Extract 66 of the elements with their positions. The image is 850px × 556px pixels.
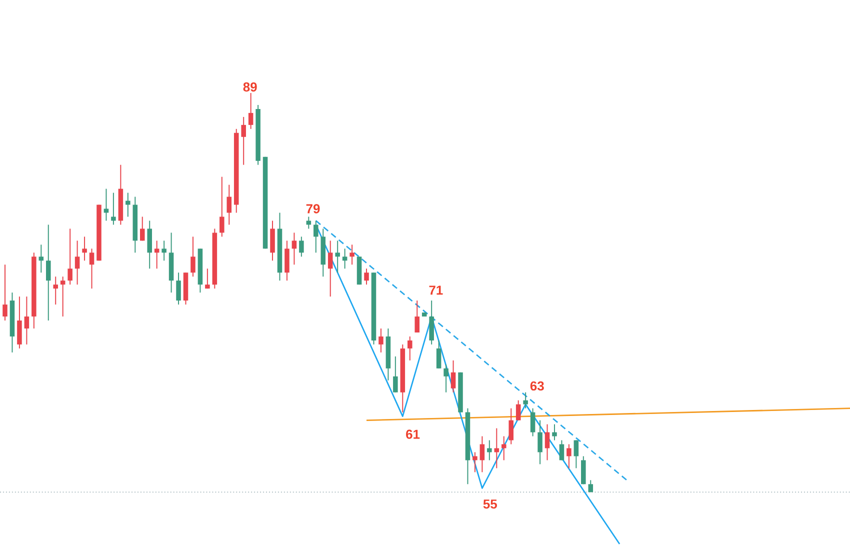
annotation: 71 xyxy=(429,286,443,295)
candlestick xyxy=(147,220,152,270)
candlestick xyxy=(241,116,246,166)
candlestick xyxy=(104,188,109,222)
candlestick xyxy=(552,424,557,441)
candlestick xyxy=(2,264,8,322)
candlestick xyxy=(314,220,318,254)
candlestick xyxy=(270,220,275,262)
candlestick xyxy=(574,440,579,469)
annotation: 79 xyxy=(306,204,320,214)
annotation: 61 xyxy=(406,430,420,439)
candlestick xyxy=(444,364,448,393)
candlestick xyxy=(566,444,572,469)
candlestick xyxy=(342,248,348,270)
text: 89 xyxy=(243,82,257,92)
candlestick xyxy=(299,236,304,258)
candlestick xyxy=(472,452,478,473)
candlestick xyxy=(140,216,145,242)
candlestick xyxy=(126,192,130,218)
candlestick xyxy=(226,184,232,226)
candlestick xyxy=(530,408,536,437)
candlestick xyxy=(516,400,521,421)
candlestick xyxy=(53,276,58,306)
text: 55 xyxy=(483,500,497,509)
candlestick xyxy=(248,92,254,130)
candlestick xyxy=(220,176,224,238)
candlestick xyxy=(111,192,116,226)
candlestick xyxy=(284,240,290,282)
candlestick xyxy=(24,296,30,345)
candlestick xyxy=(190,236,196,278)
candlestick xyxy=(60,276,66,318)
candlestick xyxy=(292,232,297,266)
candlestick xyxy=(480,436,485,473)
candlestick xyxy=(501,436,506,461)
candlestick xyxy=(429,300,434,345)
candlestick xyxy=(162,240,166,262)
candlestick xyxy=(538,420,542,465)
candlestick xyxy=(176,272,181,306)
candlestick xyxy=(581,456,586,485)
candlestick xyxy=(38,244,44,274)
candlestick xyxy=(494,428,500,469)
candlestick xyxy=(74,240,80,286)
candlestick xyxy=(46,224,51,322)
candlestick xyxy=(89,248,94,290)
candlestick xyxy=(378,328,384,353)
candlestick xyxy=(154,240,160,270)
candlestick xyxy=(205,268,210,290)
candlestick xyxy=(335,240,340,274)
candlestick xyxy=(544,424,550,461)
annotation: 63 xyxy=(530,381,544,391)
candlestick xyxy=(350,244,354,266)
candlestick xyxy=(408,336,412,361)
candlestick xyxy=(487,440,492,461)
candlestick xyxy=(17,296,22,349)
candlestick xyxy=(82,236,87,262)
candlestick xyxy=(508,408,514,445)
candlestick xyxy=(414,300,420,333)
candlestick xyxy=(393,356,398,393)
candlestick xyxy=(523,392,528,409)
candlestick xyxy=(436,340,442,369)
candlestick xyxy=(328,240,333,298)
candlestick xyxy=(559,440,564,461)
candlestick xyxy=(68,228,72,286)
candlestick xyxy=(306,216,312,230)
candlestick xyxy=(364,268,369,286)
candlestick xyxy=(450,360,456,393)
